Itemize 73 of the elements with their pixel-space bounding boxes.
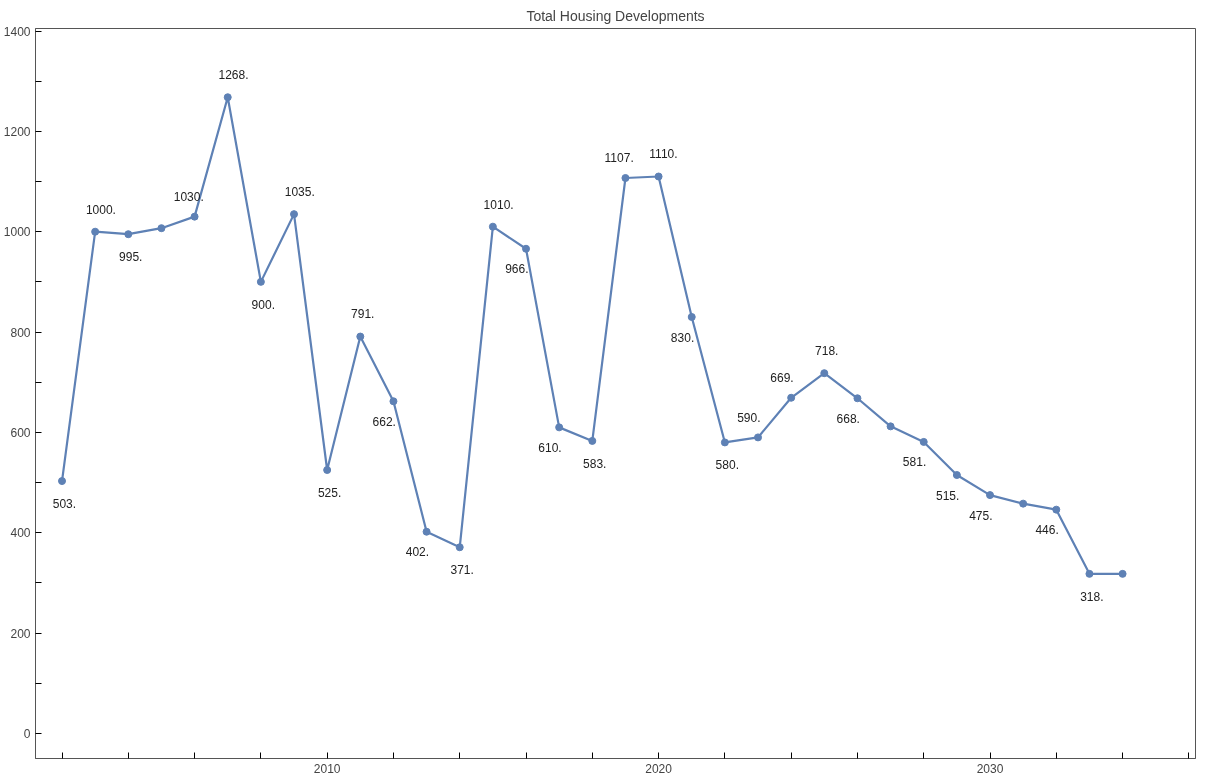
data-label: 1110.	[649, 147, 678, 162]
y-tick-label: 1200	[3, 124, 31, 139]
point	[820, 369, 829, 378]
data-label: 318.	[1080, 589, 1104, 604]
data-label: 791.	[351, 307, 375, 322]
data-label: 610.	[538, 440, 562, 455]
point	[654, 172, 663, 181]
point	[687, 312, 696, 321]
data-label: 1010.	[483, 197, 514, 212]
y-tick-label: 600	[10, 425, 31, 440]
point	[621, 174, 630, 183]
data-label: 590.	[737, 410, 761, 425]
y-tick-label: 200	[10, 626, 31, 641]
point	[588, 436, 597, 445]
data-label: 402.	[405, 545, 430, 560]
data-label: 371.	[450, 563, 474, 578]
data-label: 995.	[119, 250, 143, 265]
point	[952, 471, 961, 480]
point	[488, 222, 497, 231]
point	[853, 394, 862, 403]
point	[919, 437, 928, 446]
y-tick-label: 800	[10, 325, 31, 340]
point	[190, 212, 199, 221]
point	[356, 332, 365, 341]
x-tick-label: 2030	[976, 761, 1004, 776]
data-label: 515.	[936, 488, 960, 503]
y-tick-label: 1400	[3, 24, 31, 39]
point	[323, 466, 332, 475]
point	[290, 210, 299, 219]
point	[720, 438, 729, 447]
point	[555, 423, 564, 432]
point	[157, 224, 166, 233]
point	[1052, 505, 1061, 514]
data-label: 718.	[815, 344, 839, 359]
point	[1118, 569, 1127, 578]
point	[522, 244, 531, 253]
data-label: 830.	[670, 330, 695, 345]
data-label: 580.	[715, 458, 739, 473]
data-label: 1035.	[284, 185, 315, 200]
point	[91, 227, 100, 236]
y-tick-label: 0	[23, 726, 31, 741]
point	[223, 93, 232, 102]
x-tick-label: 2010	[313, 761, 341, 776]
data-label: 669.	[770, 371, 794, 386]
point	[886, 422, 895, 431]
point	[455, 543, 464, 552]
data-label: 1268.	[218, 68, 249, 83]
data-label: 583.	[583, 456, 607, 471]
data-label: 581.	[902, 455, 927, 470]
chart-title: Total Housing Developments	[526, 7, 705, 24]
data-label: 1107.	[604, 151, 634, 166]
data-label: 662.	[372, 414, 396, 429]
data-label: 446.	[1035, 523, 1059, 538]
point	[422, 527, 431, 536]
y-tick-label: 1000	[3, 225, 31, 240]
point	[58, 477, 67, 486]
data-label: 503.	[52, 497, 77, 512]
point	[256, 277, 265, 286]
data-label: 475.	[969, 508, 993, 523]
point	[986, 491, 995, 500]
point	[1019, 499, 1028, 508]
x-tick-label: 2020	[645, 761, 673, 776]
data-label: 525.	[317, 486, 342, 501]
y-tick-label: 400	[10, 526, 31, 541]
point	[124, 230, 133, 239]
point	[389, 397, 398, 406]
data-label: 966.	[505, 262, 529, 277]
data-label: 1000.	[85, 202, 116, 217]
data-label: 900.	[251, 297, 275, 312]
point	[787, 393, 796, 402]
point	[1085, 569, 1094, 578]
point	[754, 433, 763, 442]
data-label: 668.	[836, 411, 860, 426]
